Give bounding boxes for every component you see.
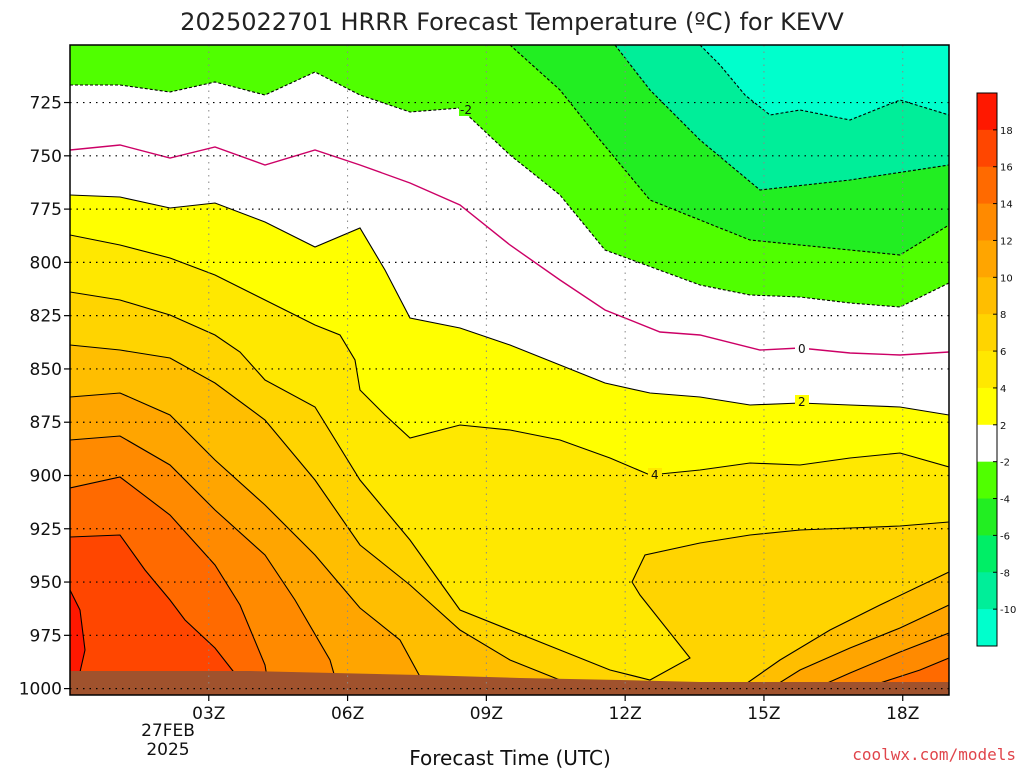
colorbar-swatch [977, 129, 997, 168]
colorbar-frame [976, 92, 998, 647]
colorbar-tick-label: 18 [1000, 126, 1013, 137]
colorbar-tick-label: 10 [1000, 273, 1013, 284]
colorbar-tick-label: -4 [1000, 495, 1010, 506]
contour-6 [70, 291, 949, 681]
x-tick-label: 09Z [470, 704, 503, 724]
colorbar-swatch [977, 498, 997, 536]
y-tick-label: 950 [30, 573, 62, 593]
contour-10 [70, 392, 949, 695]
credit-text: coolwx.com/models [852, 745, 1016, 764]
y-tick-label: 750 [30, 147, 62, 167]
y-tick-label: 875 [30, 413, 62, 433]
y-tick-label: 850 [30, 360, 62, 380]
contour-2 [70, 194, 949, 416]
contour-label-minus2: -2 [460, 103, 472, 117]
contour-label-4: 4 [651, 468, 659, 482]
colorbar-swatch [977, 240, 997, 278]
contour-label-2: 2 [798, 395, 806, 409]
colorbar-swatch [977, 351, 997, 389]
x-axis-title: Forecast Time (UTC) [409, 746, 611, 768]
x-tick-label: 15Z [747, 704, 780, 724]
plot-area [70, 45, 949, 695]
colorbar-swatch [977, 93, 997, 131]
colorbar-swatch [977, 387, 997, 426]
colorbar-swatch [977, 203, 997, 241]
contour-8 [70, 344, 949, 695]
contour-minus6 [614, 45, 949, 191]
y-tick-label: 1000 [19, 680, 62, 700]
plot-frame [69, 44, 950, 696]
colorbar-tick-label: -6 [1000, 531, 1010, 542]
y-axis: 725 750 775 800 825 850 875 900 925 950 975 1000 [19, 94, 70, 700]
contour-lines [70, 45, 949, 695]
colorbar-tick-label: 6 [1000, 347, 1006, 358]
colorbar-tick-label: -10 [1000, 605, 1016, 616]
contour-minus4 [509, 45, 949, 256]
y-tick-label: 925 [30, 520, 62, 540]
x-tick-label: 06Z [331, 704, 364, 724]
contour-label-zero: 0 [798, 342, 806, 356]
colorbar-swatch [977, 609, 997, 647]
x-tick-label: 18Z [886, 704, 919, 724]
colorbar-swatch [977, 535, 997, 573]
colorbar-tick-label: 2 [1000, 421, 1006, 432]
colorbar-swatch [977, 277, 997, 315]
x-tick-label: 03Z [192, 704, 225, 724]
grid-lines [70, 45, 949, 695]
y-tick-label: 775 [30, 200, 62, 220]
colorbar: 18 16 14 12 10 8 6 4 2 -2 -4 -6 -8 -10 [976, 92, 1016, 647]
colorbar-swatch [977, 166, 997, 205]
y-tick-label: 725 [30, 94, 62, 114]
contour-label-group: -2 0 2 4 [459, 103, 809, 482]
colorbar-tick-label: -2 [1000, 458, 1010, 469]
x-tick-label: 12Z [609, 704, 642, 724]
y-tick-label: 900 [30, 466, 62, 486]
x-date-year: 2025 [146, 740, 189, 760]
contour-minus8 [699, 45, 949, 121]
contour-minus2 [70, 71, 949, 308]
colorbar-tick-label: 4 [1000, 384, 1006, 395]
colorbar-swatch [977, 461, 997, 500]
temp-band-12 [70, 436, 949, 695]
contour-4 [70, 234, 949, 476]
colorbar-tick-label: 8 [1000, 310, 1006, 321]
y-tick-label: 825 [30, 307, 62, 327]
x-date-day: 27FEB [141, 721, 195, 741]
y-tick-label: 975 [30, 626, 62, 646]
colorbar-swatch [977, 572, 997, 610]
colorbar-tick-label: 14 [1000, 200, 1013, 211]
colorbar-tick-label: 16 [1000, 163, 1013, 174]
x-axis: 03Z 06Z 09Z 12Z 15Z 18Z [192, 695, 919, 724]
colorbar-tick-label: -8 [1000, 568, 1010, 579]
ground-fill [70, 671, 949, 695]
colorbar-swatch [977, 314, 997, 352]
temp-band-16 [70, 535, 250, 695]
y-tick-label: 800 [30, 253, 62, 273]
colorbar-swatch [977, 424, 997, 463]
colorbar-tick-label: 12 [1000, 236, 1013, 247]
chart-title: 2025022701 HRRR Forecast Temperature (ºC… [180, 8, 844, 36]
